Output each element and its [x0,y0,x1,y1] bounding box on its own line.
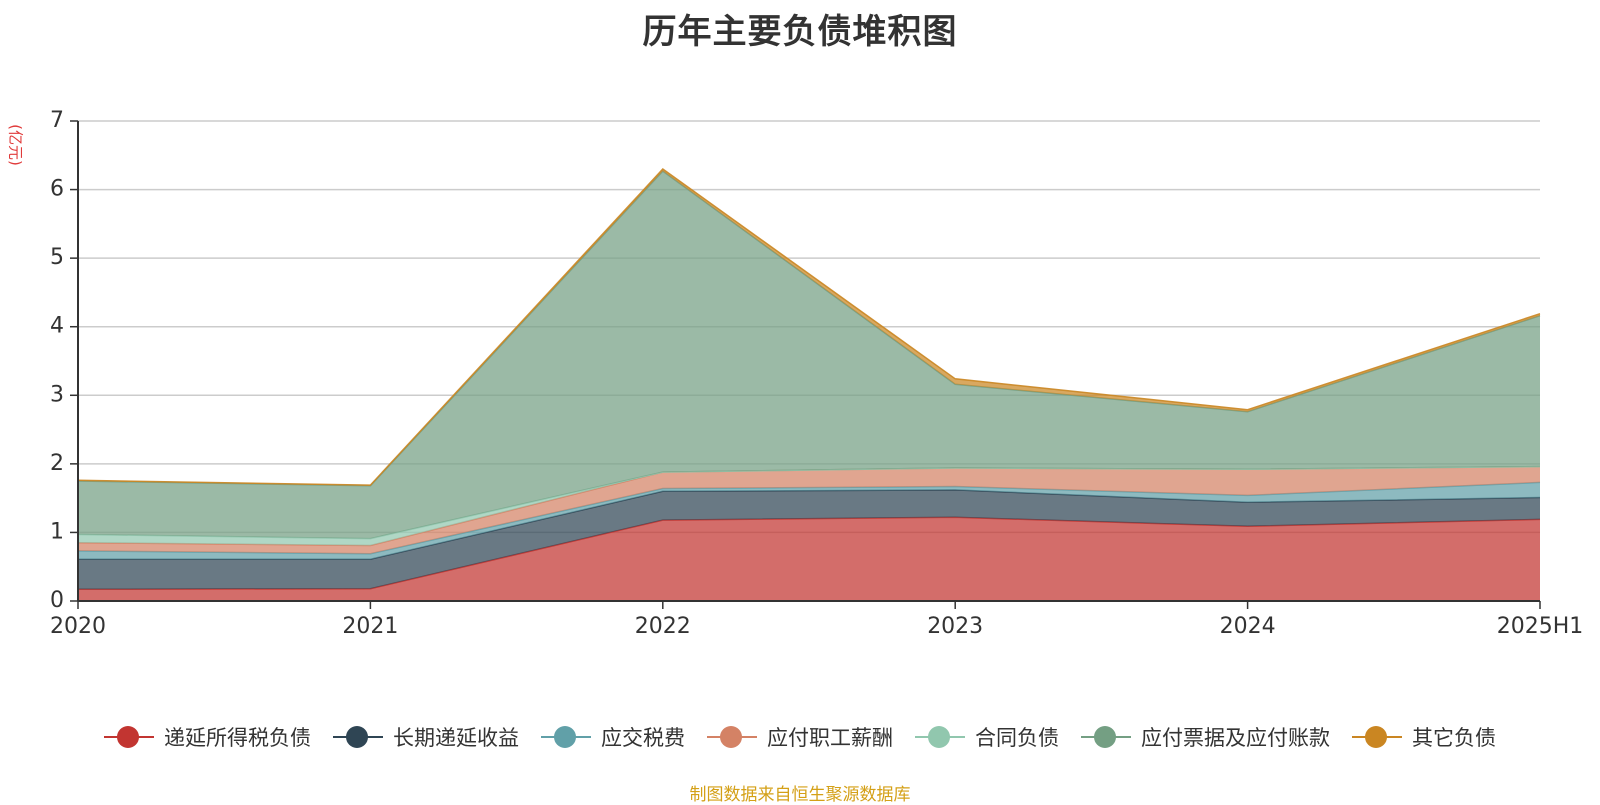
legend-item[interactable]: 合同负债 [915,722,1059,752]
legend-marker-icon [707,725,757,749]
legend-marker-icon [333,725,383,749]
legend-label: 递延所得税负债 [164,726,311,750]
area-series-2 [78,482,1540,560]
axes: 0 1 2 3 4 5 6 7 2020 2021 2022 2023 2024 2025H1 [50,108,1583,639]
chart-title: 历年主要负债堆积图 [642,12,958,52]
y-tick-label: 3 [50,382,64,407]
legend-marker-icon [541,725,591,749]
y-tick-label: 0 [50,588,64,613]
legend-dot [117,726,139,748]
y-tick-label: 6 [50,177,64,202]
legend-marker-icon [1081,725,1131,749]
legend-item[interactable]: 应付票据及应付账款 [1081,722,1330,752]
data-source-note: 制图数据来自恒生聚源数据库 [689,785,911,805]
series-line-6 [77,168,1541,486]
x-tick-label: 2021 [342,614,398,639]
x-tick-label: 2024 [1220,614,1276,639]
legend-marker-icon [1352,725,1402,749]
legend-item[interactable]: 应交税费 [541,722,685,752]
area-series [77,168,1541,601]
area-series-5 [78,171,1540,539]
legend-dot [554,726,576,748]
legend-item[interactable]: 其它负债 [1352,722,1496,752]
area-series-1 [78,489,1540,590]
legend-dot [346,726,368,748]
legend-item[interactable]: 长期递延收益 [333,722,519,752]
legend-item[interactable]: 应付职工薪酬 [707,722,893,752]
legend-dot [1365,726,1387,748]
x-tick-label: 2020 [50,614,106,639]
x-tick-label: 2025H1 [1497,614,1584,639]
legend-label: 应交税费 [601,726,685,750]
legend-marker-icon [104,725,154,749]
legend-label: 合同负债 [975,726,1059,750]
area-series-3 [78,466,1540,554]
legend-label: 应付票据及应付账款 [1141,726,1330,750]
area-series-4 [78,466,1540,546]
legend-label: 长期递延收益 [393,726,519,750]
legend-label: 其它负债 [1412,726,1496,750]
x-tick-label: 2022 [635,614,691,639]
area-series-0 [78,517,1540,601]
legend-item[interactable]: 递延所得税负债 [104,722,311,752]
y-axis-unit-label: (亿元) [7,124,25,166]
y-tick-label: 4 [50,314,64,339]
y-tick-label: 5 [50,245,64,270]
legend-dot [720,726,742,748]
legend-dot [928,726,950,748]
legend-marker-icon [915,725,965,749]
y-tick-label: 2 [50,451,64,476]
legend: 递延所得税负债 长期递延收益 应交税费 应付职工薪酬 合同负债 应付票据及应付账款 其它负债 [0,722,1600,752]
x-tick-label: 2023 [927,614,983,639]
y-tick-label: 1 [50,519,64,544]
legend-dot [1094,726,1116,748]
y-tick-label: 7 [50,108,64,133]
legend-label: 应付职工薪酬 [767,726,893,750]
